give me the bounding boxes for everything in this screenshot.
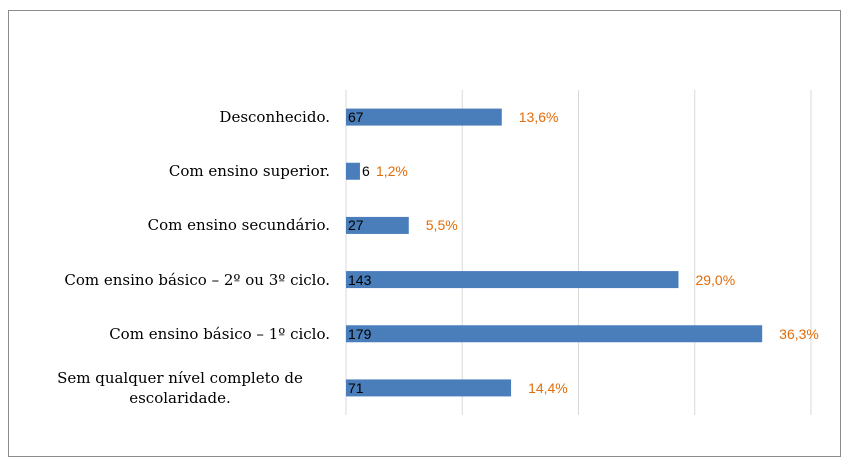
value-label: 67 — [348, 109, 364, 126]
percentage-label: 14,4% — [528, 379, 568, 396]
category-label: Com ensino básico – 2º ou 3º ciclo. — [30, 270, 330, 290]
value-label: 6 — [361, 163, 370, 180]
category-label-text: Com ensino secundário. — [147, 216, 330, 235]
percentage-label: 36,3% — [779, 325, 819, 342]
category-label-text: Com ensino básico – 1º ciclo. — [109, 324, 330, 343]
category-label: Desconhecido. — [30, 107, 330, 127]
value-label: 27 — [348, 217, 364, 234]
value-label: 143 — [348, 271, 372, 288]
value-label: 71 — [348, 379, 364, 396]
percentage-label: 29,0% — [695, 271, 736, 288]
bar — [346, 379, 512, 397]
percentage-label: 13,6% — [518, 109, 559, 126]
chart-frame — [8, 10, 841, 457]
bar — [346, 162, 360, 180]
bar — [346, 216, 409, 234]
category-label-text: Sem qualquer nível completo de escolarid… — [57, 368, 303, 407]
value-label: 179 — [348, 325, 372, 342]
category-label: Com ensino secundário. — [30, 215, 330, 235]
bar — [346, 325, 763, 343]
category-label-text: Com ensino superior. — [168, 162, 330, 181]
bar — [346, 108, 502, 126]
category-label: Com ensino básico – 1º ciclo. — [30, 324, 330, 344]
percentage-label: 1,2% — [375, 163, 408, 180]
percentage-label: 5,5% — [425, 217, 458, 234]
bar — [346, 271, 679, 289]
category-label: Sem qualquer nível completo de escolarid… — [30, 368, 330, 408]
category-label-text: Desconhecido. — [219, 108, 330, 127]
category-label: Com ensino superior. — [30, 161, 330, 181]
category-label-text: Com ensino básico – 2º ou 3º ciclo. — [64, 270, 330, 289]
